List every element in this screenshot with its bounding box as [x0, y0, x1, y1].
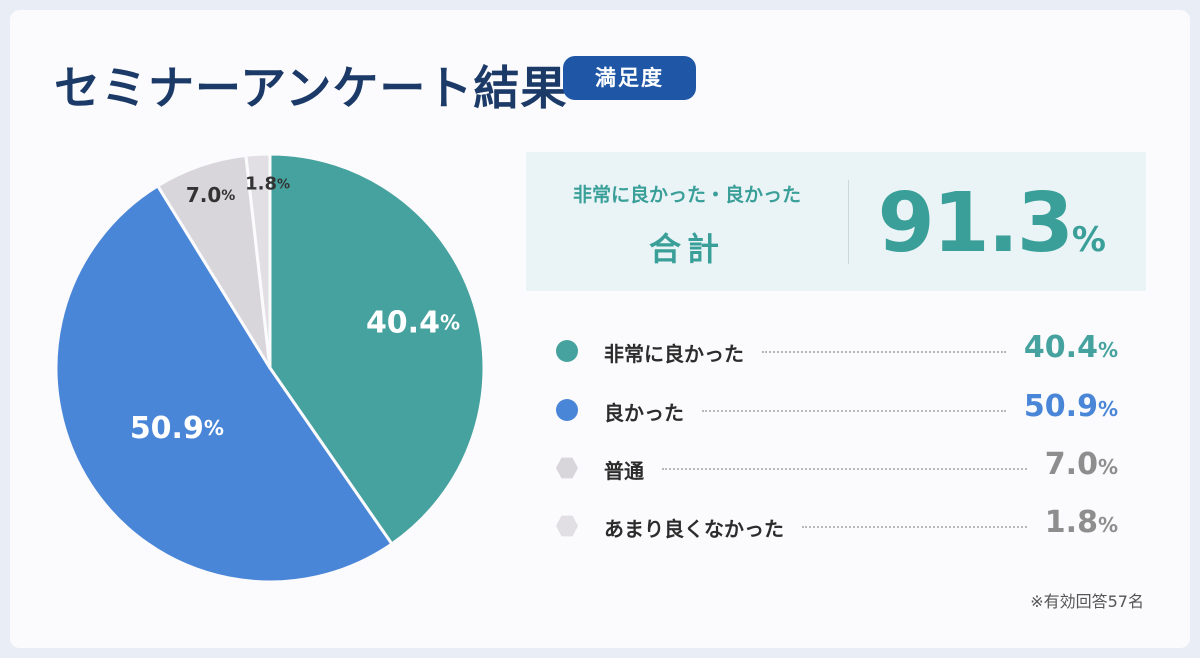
summary-total-unit: %	[1071, 220, 1106, 260]
legend-label: 良かった	[604, 397, 694, 426]
pie-data-label: 50.9%	[130, 410, 224, 445]
satisfaction-badge: 満足度	[563, 56, 696, 100]
pie-slice	[54, 184, 394, 584]
legend-value: 40.4%	[1023, 330, 1118, 365]
respondent-note: ※有効回答57名	[1030, 592, 1144, 611]
legend-leader	[762, 351, 1006, 353]
legend-swatch	[556, 399, 578, 421]
legend-value: 7.0%	[1044, 447, 1118, 482]
page-title: セミナーアンケート結果	[54, 61, 568, 115]
summary-total: 91.3%	[878, 176, 1106, 271]
legend-item: あまり良くなかった 1.8%	[556, 505, 1118, 542]
legend-leader	[802, 526, 1027, 528]
legend-item: 良かった 50.9%	[556, 389, 1118, 426]
legend-swatch	[556, 457, 578, 479]
legend-value: 1.8%	[1044, 505, 1118, 540]
legend-item: 普通 7.0%	[556, 447, 1118, 484]
pie-data-label: 1.8%	[245, 173, 290, 194]
pie-data-label: 40.4%	[366, 305, 460, 340]
summary-sub-label: 非常に良かった・良かった	[572, 184, 801, 206]
summary-box: 非常に良かった・良かった 合計 91.3%	[526, 152, 1146, 291]
legend-value: 50.9%	[1023, 389, 1118, 424]
pie-slice	[244, 152, 272, 370]
legend-item: 非常に良かった 40.4%	[556, 330, 1118, 367]
legend-swatch	[556, 515, 578, 537]
legend-label: 普通	[604, 455, 654, 484]
summary-total-value: 91.3	[877, 176, 1074, 271]
legend-swatch	[556, 340, 578, 362]
pie-data-label: 7.0%	[186, 183, 235, 207]
legend-label: あまり良くなかった	[604, 513, 794, 542]
pie-slice	[268, 152, 486, 546]
summary-main-label: 合計	[648, 230, 725, 268]
summary-divider	[848, 180, 849, 264]
legend-leader	[662, 468, 1027, 470]
legend-label: 非常に良かった	[604, 338, 754, 367]
legend-leader	[702, 410, 1006, 412]
